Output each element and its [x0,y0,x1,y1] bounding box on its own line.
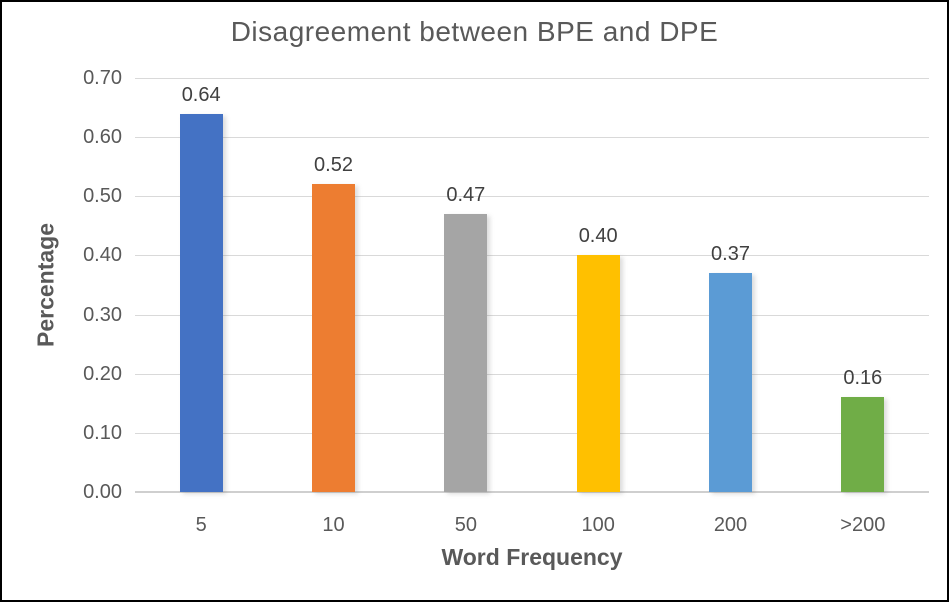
y-tick-label-0.20: 0.20 [83,362,122,385]
x-tick-label-200: 200 [713,514,748,536]
gridline-0.60 [135,137,929,139]
data-label->200: 0.16 [843,367,883,390]
y-tick-label-0.00: 0.00 [83,481,122,503]
gridline-0.50 [135,196,929,198]
data-label-10: 0.52 [314,154,353,177]
y-tick-label-0.60: 0.60 [83,126,122,149]
y-tick-label-0.40: 0.40 [83,244,122,267]
y-tick-label-0.70: 0.70 [83,67,122,89]
bar-200 [709,273,752,492]
x-tick-label-5: 5 [195,514,207,536]
y-tick-label-0.30: 0.30 [83,303,122,326]
x-tick-label->200: >200 [840,514,886,536]
x-tick-label-100: 100 [581,514,615,536]
data-label-200: 0.37 [711,243,750,266]
x-tick-label-50: 50 [454,514,477,536]
y-tick-label-0.10: 0.10 [83,421,122,444]
gridline-0.20 [135,373,929,375]
data-label-50: 0.47 [446,184,486,207]
bar-5 [179,113,223,492]
x-axis-title: Word Frequency [441,544,623,570]
plot-area: 0.64 0.52 0.47 0.40 0.37 0.16 [135,78,929,493]
bar->200 [841,397,885,492]
gridline-0.10 [135,432,929,434]
y-tick-label-0.50: 0.50 [83,185,122,208]
chart-title: Disagreement between BPE and DPE [230,16,719,47]
bar-10 [312,184,355,492]
data-label-100: 0.40 [578,225,618,248]
bar-50 [444,214,488,492]
gridline-0.70 [135,78,929,79]
gridline-0.30 [135,314,929,316]
gridline-0.40 [135,255,929,257]
data-label-5: 0.64 [181,83,221,106]
bar-100 [576,255,620,492]
x-tick-label-10: 10 [322,514,345,536]
x-axis-line [135,491,929,493]
